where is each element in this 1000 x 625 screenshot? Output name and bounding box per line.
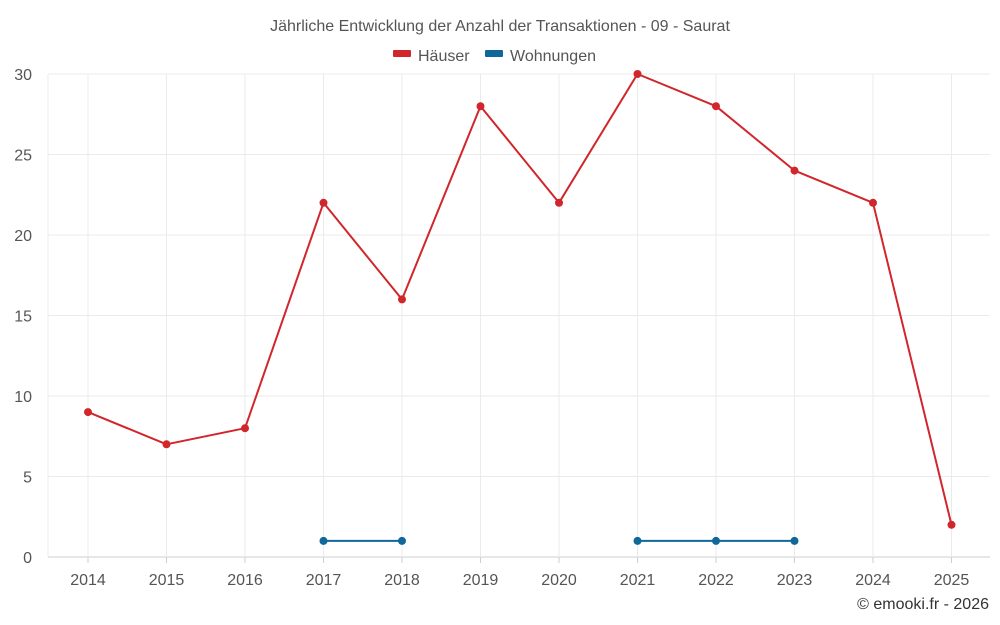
legend-swatch-wohnungen [485, 50, 503, 57]
y-tick-label: 15 [14, 309, 32, 326]
data-point[interactable] [790, 536, 799, 545]
x-tick-label: 2020 [541, 572, 577, 589]
data-point[interactable] [241, 424, 249, 433]
x-tick-label: 2016 [227, 572, 263, 589]
y-tick-label: 0 [23, 550, 32, 567]
x-tick-label: 2017 [306, 572, 342, 589]
series-haeuser [84, 70, 956, 529]
data-point[interactable] [712, 102, 720, 111]
data-point[interactable] [633, 536, 642, 545]
legend-item-haeuser[interactable]: Häuser [393, 48, 470, 65]
y-tick-label: 5 [23, 470, 32, 487]
x-tick-label: 2024 [855, 572, 891, 589]
y-tick-label: 25 [14, 148, 32, 165]
x-tick-label: 2025 [934, 572, 970, 589]
data-point[interactable] [633, 70, 642, 78]
y-axis: 0 5 10 15 20 25 30 [14, 67, 32, 567]
data-point[interactable] [84, 408, 92, 417]
series-line [87, 73, 953, 526]
legend-item-wohnungen[interactable]: Wohnungen [485, 48, 596, 65]
x-tick-label: 2018 [384, 572, 420, 589]
legend-swatch-haeuser [393, 50, 411, 57]
y-tick-label: 30 [14, 67, 32, 84]
x-tick-label: 2021 [620, 572, 656, 589]
data-point[interactable] [555, 198, 563, 207]
legend: Häuser Wohnungen [393, 48, 596, 65]
data-point[interactable] [476, 102, 485, 111]
x-tick-label: 2015 [149, 572, 185, 589]
legend-label-wohnungen: Wohnungen [510, 48, 596, 65]
series-wohnungen [319, 536, 799, 545]
y-tick-label: 20 [14, 228, 32, 245]
x-tick-label: 2019 [463, 572, 499, 589]
data-point[interactable] [869, 198, 877, 207]
legend-label-haeuser: Häuser [418, 48, 470, 65]
data-point[interactable] [319, 536, 328, 545]
y-tick-label: 10 [14, 389, 32, 406]
data-point[interactable] [319, 198, 328, 207]
data-point[interactable] [162, 440, 171, 449]
chart-title: Jährliche Entwicklung der Anzahl der Tra… [270, 18, 730, 35]
data-point[interactable] [398, 536, 406, 545]
grid [47, 73, 990, 558]
series-layer [84, 70, 956, 545]
data-point[interactable] [790, 166, 799, 175]
x-axis: 2014 2015 2016 2017 2018 2019 2020 2021 2022 2023… [70, 557, 969, 589]
credit: © emooki.fr - 2026 [857, 596, 989, 613]
data-point[interactable] [398, 295, 406, 304]
x-tick-label: 2022 [698, 572, 734, 589]
x-tick-label: 2023 [777, 572, 813, 589]
data-point[interactable] [712, 536, 720, 545]
x-tick-label: 2014 [70, 572, 106, 589]
data-point[interactable] [947, 520, 956, 529]
